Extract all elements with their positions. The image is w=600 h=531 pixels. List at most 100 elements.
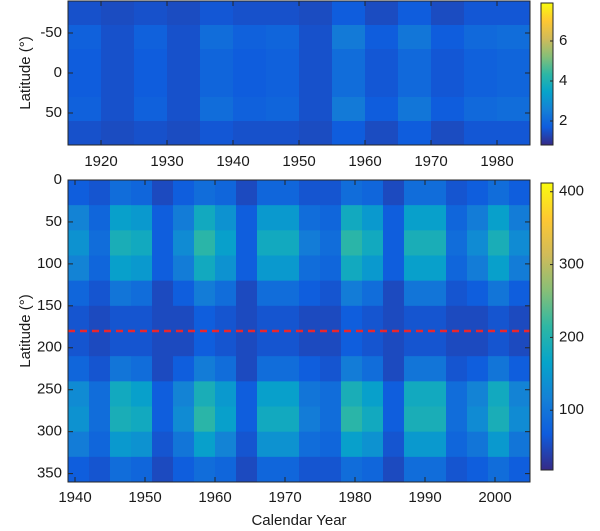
heatmap-cell xyxy=(131,381,153,407)
heatmap-cell xyxy=(425,456,447,482)
heatmap-cell xyxy=(266,97,300,122)
heatmap-cell xyxy=(152,381,174,407)
x-tick-label: 1960 xyxy=(348,153,381,170)
heatmap-cell xyxy=(320,280,342,307)
heatmap-cell xyxy=(101,97,135,122)
heatmap-cell xyxy=(341,456,363,482)
heatmap-cell xyxy=(236,230,258,256)
heatmap-cell xyxy=(509,305,530,332)
heatmap-cell xyxy=(215,305,237,332)
heatmap-cell xyxy=(236,431,258,458)
heatmap-cell xyxy=(425,406,447,433)
heatmap-cell xyxy=(89,205,111,231)
heatmap-cell xyxy=(131,255,153,282)
heatmap-cell xyxy=(362,331,384,357)
heatmap-cell xyxy=(131,305,153,332)
heatmap-cell xyxy=(194,180,216,206)
heatmap-cell xyxy=(362,381,384,407)
x-tick-label: 1970 xyxy=(268,489,301,506)
heatmap-cell xyxy=(215,406,237,433)
heatmap-cell xyxy=(89,356,111,382)
heatmap-cell xyxy=(257,456,279,482)
heatmap-cell xyxy=(404,180,426,206)
heatmap-cell xyxy=(404,305,426,332)
heatmap-cell xyxy=(464,97,498,122)
y-axis-label: Latitude (°) xyxy=(17,36,34,110)
heatmap-cell xyxy=(236,381,258,407)
heatmap-cell xyxy=(152,305,174,332)
heatmap-cell xyxy=(233,49,267,74)
heatmap-cell xyxy=(341,255,363,282)
heatmap-cell xyxy=(488,305,510,332)
heatmap-cell xyxy=(68,1,102,26)
heatmap-cell xyxy=(404,381,426,407)
heatmap-cell xyxy=(299,305,321,332)
heatmap-cell xyxy=(365,25,399,50)
heatmap-cell xyxy=(299,97,333,122)
heatmap-cell xyxy=(257,230,279,256)
heatmap-cell xyxy=(404,255,426,282)
heatmap-cell xyxy=(383,356,405,382)
heatmap-cell xyxy=(383,305,405,332)
heatmap-cell xyxy=(194,230,216,256)
heatmap-cell xyxy=(236,331,258,357)
heatmap-cell xyxy=(89,230,111,256)
heatmap-cell xyxy=(383,406,405,433)
heatmap-cell xyxy=(167,97,201,122)
heatmap-cell xyxy=(431,73,465,98)
heatmap-cell xyxy=(365,121,399,145)
heatmap-cell xyxy=(200,73,234,98)
heatmap-cell xyxy=(173,205,195,231)
heatmap-cell xyxy=(173,331,195,357)
heatmap-cell xyxy=(320,456,342,482)
heatmap-cell xyxy=(110,205,132,231)
heatmap-cell xyxy=(464,73,498,98)
heatmap-cell xyxy=(467,331,489,357)
heatmap-cell xyxy=(497,1,530,26)
heatmap-cell xyxy=(383,280,405,307)
heatmap-cell xyxy=(110,381,132,407)
plot-frame xyxy=(67,179,531,483)
heatmap-cell xyxy=(200,49,234,74)
heatmap-cell xyxy=(398,121,432,145)
heatmap-cell xyxy=(236,356,258,382)
heatmap-cell xyxy=(383,180,405,206)
heatmap-cell xyxy=(215,205,237,231)
heatmap-cell xyxy=(332,73,366,98)
heatmap-cell xyxy=(200,97,234,122)
heatmap-cell xyxy=(131,431,153,458)
heatmap-cell xyxy=(110,331,132,357)
heatmap-cell xyxy=(332,25,366,50)
heatmap-cell xyxy=(365,1,399,26)
heatmap-cell xyxy=(173,406,195,433)
heatmap-cell xyxy=(362,356,384,382)
heatmap-cell xyxy=(362,255,384,282)
heatmap-cell xyxy=(488,356,510,382)
heatmap-cell xyxy=(134,25,168,50)
heatmap-cell xyxy=(110,431,132,458)
heatmap-cell xyxy=(134,49,168,74)
heatmap-cell xyxy=(215,381,237,407)
heatmap-cell xyxy=(173,456,195,482)
heatmap-cell xyxy=(278,305,300,332)
heatmap-cell xyxy=(404,205,426,231)
heatmap-cell xyxy=(194,305,216,332)
heatmap-cell xyxy=(194,255,216,282)
heatmap-cell xyxy=(194,381,216,407)
heatmap-cell xyxy=(446,431,468,458)
heatmap-cell xyxy=(134,1,168,26)
heatmap-cell xyxy=(488,381,510,407)
heatmap-cell xyxy=(131,180,153,206)
heatmap-cell xyxy=(446,230,468,256)
colorbar-tick-label: 6 xyxy=(559,32,567,49)
heatmap-cell xyxy=(89,381,111,407)
heatmap-cell xyxy=(131,280,153,307)
heatmap-cell xyxy=(299,331,321,357)
heatmap-cell xyxy=(488,255,510,282)
heatmap-cell xyxy=(194,406,216,433)
heatmap-cell xyxy=(173,381,195,407)
heatmap-cell xyxy=(467,456,489,482)
colorbar-tick-label: 200 xyxy=(559,328,584,345)
heatmap-cell xyxy=(467,230,489,256)
